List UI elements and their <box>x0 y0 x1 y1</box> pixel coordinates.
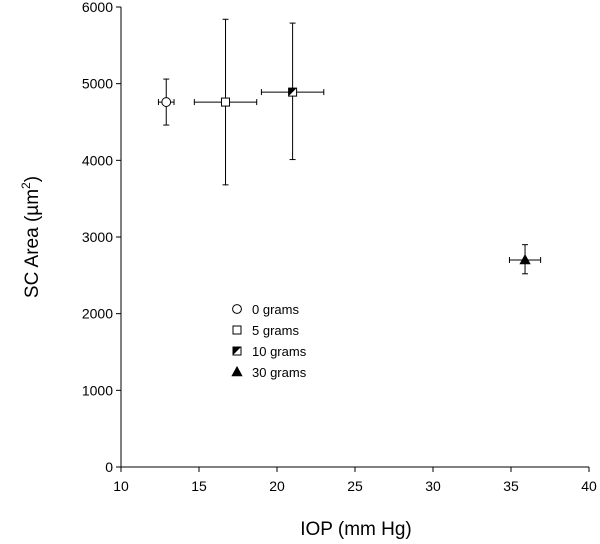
marker-fill <box>233 347 241 355</box>
y-tick-label: 6000 <box>82 0 113 15</box>
y-axis-title-close: ) <box>22 176 43 182</box>
legend-label: 10 grams <box>252 344 307 359</box>
legend-item-5-grams: 5 grams <box>232 323 299 338</box>
legend-marker <box>232 304 242 314</box>
y-axis-title-main: SC Area (µm <box>22 189 43 298</box>
series-5-grams <box>193 18 258 186</box>
legend-marker <box>232 346 242 356</box>
x-axis-title: IOP (mm Hg) <box>300 519 412 540</box>
y-tick-label: 5000 <box>82 76 113 92</box>
legend-item-0-grams: 0 grams <box>232 302 299 317</box>
marker-shape <box>161 97 172 107</box>
y-tick-label: 1000 <box>82 382 113 398</box>
x-tick-label: 25 <box>347 478 363 494</box>
legend-marker <box>231 365 243 377</box>
legend-item-10-grams: 10 grams <box>232 344 307 359</box>
legend-label: 5 grams <box>252 323 299 338</box>
x-tick-label: 20 <box>269 478 285 494</box>
legend-label: 0 grams <box>252 302 299 317</box>
marker-shape <box>231 365 243 377</box>
axes <box>120 7 589 468</box>
marker-fill <box>288 88 297 97</box>
x-tick-label: 35 <box>503 478 519 494</box>
marker-shape <box>232 325 242 335</box>
marker-shape <box>519 253 531 265</box>
data-point <box>288 87 298 97</box>
data-point <box>519 253 531 265</box>
x-ticks: 10 15 20 25 30 35 40 <box>113 467 597 494</box>
series-layer <box>157 18 542 275</box>
y-tick-label: 2000 <box>82 306 113 322</box>
x-tick-label: 40 <box>581 478 597 494</box>
y-ticks: 0 1000 2000 3000 4000 5000 6000 <box>82 0 121 475</box>
data-point <box>161 97 172 107</box>
series-10-grams <box>260 22 325 161</box>
x-tick-label: 30 <box>425 478 441 494</box>
legend: 0 grams 5 grams 10 grams 30 grams <box>231 302 307 380</box>
marker-shape <box>221 97 231 107</box>
series-0-grams <box>157 78 175 126</box>
legend-item-30-grams: 30 grams <box>231 365 307 380</box>
x-tick-label: 15 <box>191 478 207 494</box>
x-tick-label: 10 <box>113 478 129 494</box>
y-axis-title: SC Area (µm2) <box>19 176 43 298</box>
y-axis-title-sup: 2 <box>19 182 33 189</box>
marker-shape <box>232 304 242 314</box>
y-tick-label: 4000 <box>82 152 113 168</box>
legend-marker <box>232 325 242 335</box>
y-tick-label: 0 <box>105 459 113 475</box>
data-point <box>221 97 231 107</box>
y-tick-label: 3000 <box>82 229 113 245</box>
legend-label: 30 grams <box>252 365 307 380</box>
series-30-grams <box>508 244 542 275</box>
